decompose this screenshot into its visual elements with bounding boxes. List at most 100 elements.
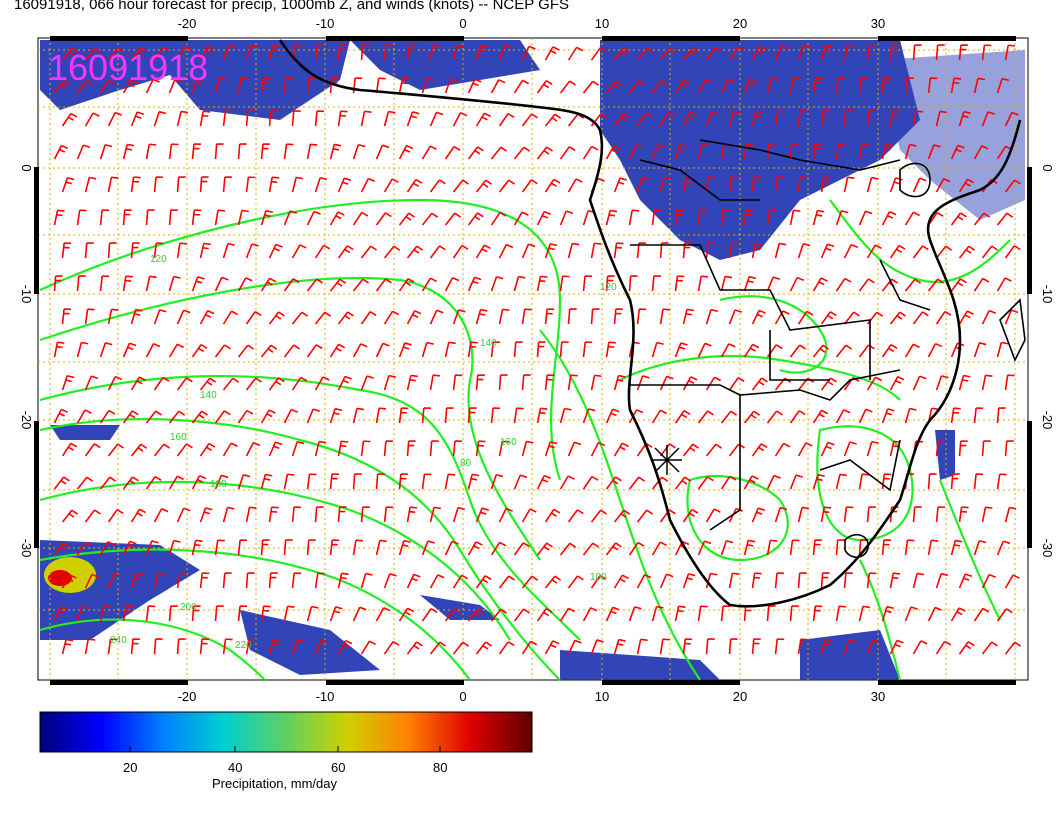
wind-barb xyxy=(636,308,647,325)
wind-barb xyxy=(199,242,211,259)
wind-barb xyxy=(260,605,271,622)
wind-barb xyxy=(935,44,945,61)
wind-barb xyxy=(651,80,668,94)
wind-barb xyxy=(889,177,903,193)
axis-tick-layer: -20 -20 -10 -10 0 0 10 10 20 20 30 30 0 0 -10 -10 -20 -20… xyxy=(19,16,1055,704)
contour-label: 200 xyxy=(180,602,197,613)
wind-barb xyxy=(728,176,738,193)
wind-barb xyxy=(199,377,217,391)
wind-barb xyxy=(858,278,875,292)
wind-barb xyxy=(452,374,463,391)
country-border xyxy=(879,259,931,311)
wind-barb xyxy=(513,542,530,556)
wind-barb xyxy=(245,638,257,655)
wind-barb xyxy=(521,440,534,457)
wind-barb xyxy=(705,376,722,391)
wind-barb xyxy=(950,144,965,160)
wind-barb xyxy=(107,47,124,61)
wind-barb xyxy=(429,44,440,61)
wind-barb xyxy=(720,605,731,622)
wind-barb xyxy=(306,473,317,490)
wind-barb xyxy=(927,539,939,556)
wind-barb xyxy=(751,45,767,61)
wind-barb xyxy=(996,341,1009,358)
wind-barb xyxy=(107,111,122,127)
wind-barb xyxy=(820,506,832,523)
wind-barb xyxy=(490,608,508,622)
contour-label: 140 xyxy=(480,338,497,349)
wind-barb xyxy=(168,410,186,424)
wind-barb xyxy=(61,112,78,127)
wind-barb xyxy=(237,409,254,424)
wind-barb xyxy=(720,78,735,94)
wind-barb xyxy=(513,474,528,490)
wind-barb xyxy=(176,638,186,655)
wind-barb xyxy=(812,409,829,424)
wind-barb xyxy=(751,176,761,193)
wind-barb xyxy=(835,344,853,358)
wind-barb xyxy=(337,375,352,391)
wind-barb xyxy=(291,311,309,325)
wind-barb xyxy=(636,573,652,589)
wind-barb xyxy=(337,506,347,523)
wind-barb xyxy=(245,311,262,325)
wind-barb xyxy=(53,144,69,160)
lat-tick-label: -20 xyxy=(1040,411,1055,430)
wind-barb xyxy=(567,374,578,391)
wind-barb xyxy=(674,409,691,424)
contour-line xyxy=(619,355,901,401)
wind-barb xyxy=(421,212,439,226)
wind-barb xyxy=(1004,641,1022,655)
wind-barb xyxy=(881,605,894,622)
wind-barb xyxy=(145,275,157,292)
wind-barb xyxy=(122,209,132,226)
wind-barb xyxy=(605,209,618,226)
wind-barb xyxy=(76,476,94,490)
wind-barb xyxy=(467,276,482,292)
wind-barb xyxy=(153,508,169,523)
wind-barb xyxy=(398,77,410,94)
wind-barb xyxy=(927,473,937,490)
wind-barb xyxy=(766,209,777,226)
wind-barb xyxy=(107,443,124,457)
wind-barb xyxy=(360,311,377,325)
wind-barb xyxy=(99,275,110,292)
wind-barb xyxy=(314,244,331,259)
wind-barb xyxy=(820,638,832,655)
wind-barb xyxy=(774,572,785,589)
wind-barb xyxy=(99,476,117,490)
wind-barb xyxy=(84,112,100,127)
wind-barb xyxy=(490,341,501,358)
contour-line xyxy=(719,295,828,374)
wind-barb xyxy=(743,275,757,292)
wind-barb xyxy=(260,143,270,160)
wind-barb xyxy=(751,507,766,523)
wind-barb xyxy=(383,506,394,523)
wind-barb xyxy=(697,605,708,622)
wind-barb xyxy=(613,177,627,193)
wind-barb xyxy=(820,243,835,259)
wind-barb xyxy=(636,47,654,61)
wind-barb xyxy=(153,309,167,325)
wind-barb xyxy=(452,244,469,259)
wind-barb xyxy=(774,442,791,457)
wind-barb xyxy=(950,77,962,94)
wind-barb xyxy=(912,640,928,655)
wind-barb xyxy=(513,407,524,424)
wind-barb xyxy=(705,572,718,589)
wind-barb xyxy=(99,541,115,556)
wind-barb xyxy=(375,539,387,556)
wind-barb xyxy=(84,375,99,391)
wind-barb xyxy=(674,342,688,358)
wind-barb xyxy=(467,146,484,160)
wind-barb xyxy=(866,244,882,259)
wind-barb xyxy=(973,145,989,160)
wind-barb xyxy=(314,376,330,391)
wind-barb xyxy=(214,474,229,490)
wind-barb xyxy=(628,476,646,490)
contour-label: 100 xyxy=(590,572,607,583)
wind-barb xyxy=(84,573,99,589)
wind-barb xyxy=(191,605,201,622)
wind-barb xyxy=(536,341,546,358)
wind-barb xyxy=(590,242,602,259)
